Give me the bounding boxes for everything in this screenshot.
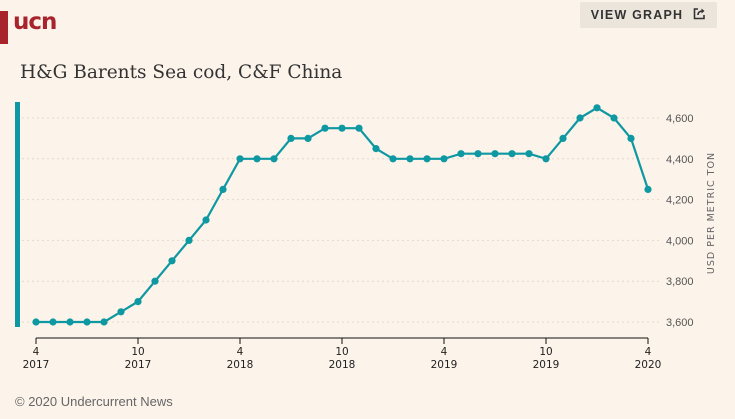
data-point[interactable]	[627, 134, 635, 142]
y-tick-label: 4,400	[666, 154, 694, 166]
data-point[interactable]	[508, 150, 516, 158]
data-point[interactable]	[406, 155, 414, 163]
data-point[interactable]	[576, 114, 584, 122]
data-point[interactable]	[372, 145, 380, 153]
x-tick-year: 2019	[533, 359, 560, 371]
x-tick-year: 2017	[23, 359, 50, 371]
data-point[interactable]	[287, 134, 295, 142]
x-tick-month: 10	[335, 346, 348, 358]
x-tick-month: 4	[441, 346, 448, 358]
x-tick-month: 10	[131, 346, 144, 358]
data-point[interactable]	[559, 134, 567, 142]
data-point[interactable]	[491, 150, 499, 158]
data-point[interactable]	[32, 318, 40, 326]
data-point[interactable]	[185, 236, 193, 244]
data-point[interactable]	[168, 257, 176, 265]
x-tick-month: 4	[645, 346, 652, 358]
data-point[interactable]	[83, 318, 91, 326]
y-tick-label: 4,200	[666, 195, 694, 207]
data-point[interactable]	[202, 216, 210, 224]
accent-bar	[15, 102, 20, 327]
copyright: © 2020 Undercurrent News	[15, 394, 173, 409]
data-point[interactable]	[457, 150, 465, 158]
data-point[interactable]	[270, 155, 278, 163]
data-point[interactable]	[610, 114, 618, 122]
chart-title: H&G Barents Sea cod, C&F China	[20, 62, 343, 83]
x-tick-year: 2019	[431, 359, 458, 371]
data-point[interactable]	[134, 298, 142, 306]
data-point[interactable]	[66, 318, 74, 326]
data-point[interactable]	[236, 155, 244, 163]
y-tick-label: 3,800	[666, 276, 694, 288]
data-point[interactable]	[253, 155, 261, 163]
gridlines	[22, 117, 660, 323]
data-point[interactable]	[117, 308, 125, 316]
data-point[interactable]	[49, 318, 57, 326]
series-line	[36, 106, 650, 324]
external-link-icon	[693, 7, 706, 23]
data-point[interactable]	[542, 155, 550, 163]
data-point[interactable]	[304, 134, 312, 142]
y-tick-label: 4,000	[666, 235, 694, 247]
data-point[interactable]	[151, 277, 159, 285]
y-axis-labels: 3,600 3,800 4,000 4,200 4,400 4,600	[666, 113, 694, 329]
data-point[interactable]	[338, 124, 346, 132]
view-graph-label: VIEW GRAPH	[590, 8, 684, 22]
data-points	[32, 104, 652, 326]
y-tick-label: 4,600	[666, 113, 694, 125]
data-point[interactable]	[219, 185, 227, 193]
data-point[interactable]	[389, 155, 397, 163]
x-tick-month: 10	[539, 346, 552, 358]
x-tick-year: 2018	[227, 359, 254, 371]
x-tick-year: 2017	[125, 359, 152, 371]
x-tick-year: 2018	[329, 359, 356, 371]
data-point[interactable]	[355, 124, 363, 132]
data-point[interactable]	[593, 104, 601, 112]
data-point[interactable]	[440, 155, 448, 163]
data-point[interactable]	[644, 185, 652, 193]
y-axis-title: USD PER METRIC TON	[706, 152, 717, 274]
data-point[interactable]	[423, 155, 431, 163]
x-tick-year: 2020	[635, 359, 662, 371]
view-graph-button[interactable]: VIEW GRAPH	[580, 2, 717, 28]
logo[interactable]: ucn	[13, 9, 57, 35]
logo-bar	[0, 11, 8, 44]
y-tick-label: 3,600	[666, 317, 694, 329]
x-tick-month: 4	[33, 346, 40, 358]
data-point[interactable]	[474, 150, 482, 158]
data-point[interactable]	[100, 318, 108, 326]
data-point[interactable]	[525, 150, 533, 158]
data-point[interactable]	[321, 124, 329, 132]
x-tick-month: 4	[237, 346, 244, 358]
